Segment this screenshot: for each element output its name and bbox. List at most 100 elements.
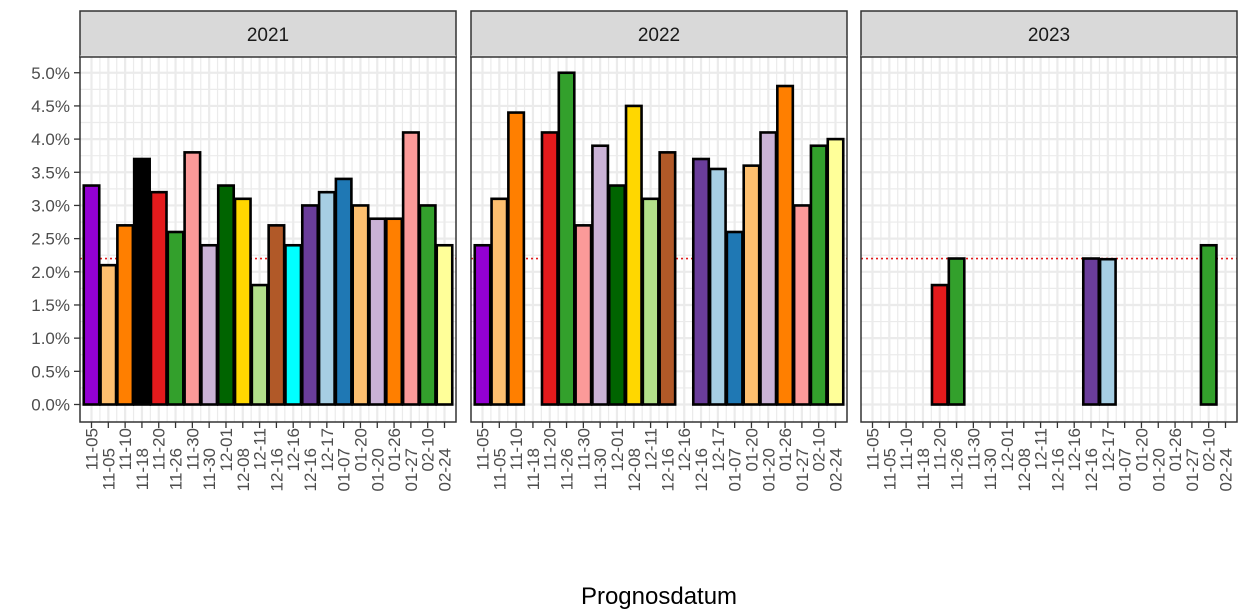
bar	[1199, 243, 1218, 406]
x-tick-label: 11-30	[200, 448, 219, 490]
x-tick-label: 11-30	[183, 428, 202, 470]
bar	[317, 190, 336, 406]
x-tick-label: 11-26	[948, 448, 967, 490]
x-tick-label: 11-05	[880, 448, 899, 490]
x-tick-label: 11-18	[524, 448, 543, 490]
x-tick-label: 01-27	[402, 448, 421, 491]
x-tick-label: 11-05	[474, 428, 493, 470]
x-tick-label: 11-05	[864, 428, 883, 470]
x-tick-label: 12-16	[658, 448, 677, 491]
x-tick-label: 11-18	[133, 448, 152, 490]
bar	[641, 197, 660, 406]
bar	[284, 243, 303, 406]
bar	[624, 104, 643, 406]
facet-strip-label: 2022	[638, 25, 680, 46]
bar	[540, 131, 559, 406]
bar	[658, 151, 677, 406]
bar	[826, 137, 845, 406]
x-tick-label: 02-24	[436, 448, 455, 491]
x-tick-label: 01-07	[1116, 448, 1135, 491]
panel-border	[860, 56, 1238, 423]
bar	[300, 204, 320, 406]
facet-strip	[470, 10, 848, 58]
bars	[930, 243, 1218, 406]
x-tick-label: 12-16	[692, 448, 711, 491]
x-tick-label: 01-26	[776, 428, 795, 471]
y-tick-label: 0.5%	[31, 362, 70, 381]
bar	[1098, 257, 1117, 406]
bar	[116, 224, 135, 406]
x-tick-label: 12-08	[1015, 448, 1034, 491]
facet-strip-label: 2023	[1028, 25, 1070, 46]
x-tick-label: 11-10	[897, 428, 916, 470]
bar	[385, 217, 404, 406]
x-tick-label: 01-26	[385, 428, 404, 471]
y-tick-label: 3.0%	[31, 196, 70, 215]
bar	[473, 243, 492, 406]
bar	[1081, 257, 1101, 406]
facet-strip	[860, 10, 1238, 58]
x-tick-label: 11-30	[981, 448, 1000, 490]
x-tick-label: 01-27	[1183, 448, 1202, 491]
x-tick-label: 12-16	[301, 448, 320, 491]
x-tick-label: 01-20	[1132, 428, 1151, 471]
x-axis: 11-0511-0511-1011-1811-2011-2611-3011-30…	[864, 422, 1236, 491]
bar	[691, 157, 711, 406]
x-tick-label: 02-10	[810, 428, 829, 471]
facet-panel-2021: 202111-0511-0511-1011-1811-2011-2611-301…	[79, 10, 457, 491]
x-tick-label: 11-30	[591, 448, 610, 490]
bar	[216, 184, 236, 406]
x-axis: 11-0511-0511-1011-1811-2011-2611-3011-30…	[83, 422, 455, 491]
x-tick-label: 11-10	[507, 428, 526, 470]
bars	[82, 131, 454, 406]
facet-strip	[79, 10, 457, 58]
bars	[473, 71, 845, 406]
x-tick-label: 11-20	[541, 428, 560, 470]
y-tick-label: 5.0%	[31, 64, 70, 83]
y-tick-label: 2.5%	[31, 230, 70, 249]
y-tick-label: 3.5%	[31, 163, 70, 182]
bar	[507, 111, 526, 406]
bar	[183, 151, 202, 406]
bar	[776, 84, 795, 406]
x-tick-label: 12-01	[998, 428, 1017, 471]
y-tick-label: 1.5%	[31, 296, 70, 315]
facet-panels: 202111-0511-0511-1011-1811-2011-2611-301…	[79, 10, 1238, 491]
bar	[490, 197, 509, 406]
bar	[99, 263, 118, 406]
x-tick-label: 01-07	[726, 448, 745, 491]
x-tick-label: 12-08	[625, 448, 644, 491]
x-tick-label: 12-08	[234, 448, 253, 491]
x-tick-label: 12-17	[318, 428, 337, 471]
x-axis: 11-0511-0511-1011-1811-2011-2611-3011-30…	[474, 422, 846, 491]
bar	[132, 157, 151, 406]
bar	[809, 144, 828, 406]
x-tick-label: 11-26	[558, 448, 577, 490]
bar	[401, 131, 420, 406]
bar	[725, 230, 744, 406]
x-tick-label: 11-18	[914, 448, 933, 490]
x-tick-label: 02-10	[419, 428, 438, 471]
x-tick-label: 12-16	[675, 428, 694, 471]
bar	[166, 230, 185, 406]
bar	[334, 177, 353, 406]
x-tick-label: 01-20	[742, 428, 761, 471]
x-tick-label: 01-20	[759, 448, 778, 491]
x-tick-label: 11-10	[116, 428, 135, 470]
bar	[607, 184, 627, 406]
y-tick-label: 0.0%	[31, 396, 70, 415]
x-tick-label: 12-01	[608, 428, 627, 471]
x-tick-label: 01-20	[368, 448, 387, 491]
x-tick-label: 12-16	[1048, 448, 1067, 491]
panel-border	[470, 56, 848, 423]
x-tick-label: 12-16	[1082, 448, 1101, 491]
facet-panel-2023: 2023 11-0511-0511-1011-1811-2011-2611-301…	[860, 10, 1238, 491]
bar	[930, 283, 949, 406]
x-tick-label: 12-11	[1032, 428, 1051, 470]
bar	[759, 131, 778, 406]
bar	[200, 243, 219, 406]
x-tick-label: 12-17	[1099, 428, 1118, 471]
y-axis: 0.0% 0.5% 1.0% 1.5% 2.0% 2.5% 3.0% 3.5% 4.0% 4.5%…	[31, 64, 80, 415]
x-tick-label: 11-30	[964, 428, 983, 470]
